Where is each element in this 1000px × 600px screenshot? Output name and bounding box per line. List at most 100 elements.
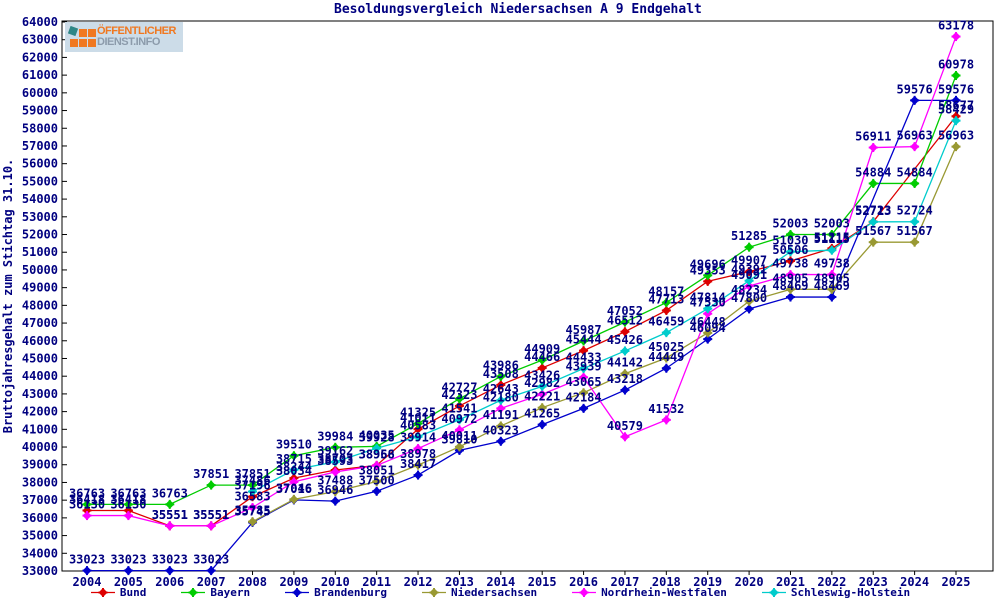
data-label-bund: 42323 xyxy=(441,388,477,402)
data-label-nordrhein-westfalen: 49738 xyxy=(772,257,808,271)
data-label-nordrhein-westfalen: 49738 xyxy=(814,257,850,271)
y-tick-label: 40000 xyxy=(22,440,58,454)
data-label-brandenburg: 43218 xyxy=(607,372,643,386)
y-tick-label: 47000 xyxy=(22,316,58,330)
data-label-nordrhein-westfalen: 39914 xyxy=(400,431,436,445)
data-label-nordrhein-westfalen: 40972 xyxy=(441,412,477,426)
data-label-bayern: 49696 xyxy=(690,257,726,271)
legend-marker-nordrhein-westfalen xyxy=(572,588,597,597)
data-label-nordrhein-westfalen: 42180 xyxy=(483,390,519,404)
data-label-niedersachsen: 51567 xyxy=(897,224,933,238)
data-label-bund: 44466 xyxy=(524,350,560,364)
data-label-bund: 36418 xyxy=(110,492,146,506)
data-label-bayern: 54884 xyxy=(855,165,891,179)
data-label-schleswig-holstein: 43426 xyxy=(524,368,560,382)
x-tick-label: 2021 xyxy=(776,575,805,589)
data-label-schleswig-holstein: 47814 xyxy=(690,291,726,305)
data-label-schleswig-holstein: 39928 xyxy=(359,430,395,444)
series-niedersachsen xyxy=(248,142,961,527)
y-tick-label: 55000 xyxy=(22,174,58,188)
data-label-schleswig-holstein: 40583 xyxy=(400,419,436,433)
y-tick-label: 33000 xyxy=(22,564,58,578)
y-tick-label: 62000 xyxy=(22,50,58,64)
data-label-bayern: 51285 xyxy=(731,229,767,243)
data-label-bayern: 37851 xyxy=(234,467,270,481)
x-tick-label: 2025 xyxy=(942,575,971,589)
data-label-schleswig-holstein: 52724 xyxy=(897,204,933,218)
data-label-bayern: 52003 xyxy=(772,216,808,230)
data-label-niedersachsen: 41191 xyxy=(483,408,519,422)
logo-text: ÖFFENTLICHER DIENST.INFO xyxy=(97,26,176,48)
plot-frame xyxy=(61,20,994,572)
data-label-niedersachsen: 35785 xyxy=(234,504,270,518)
y-tick-label: 58000 xyxy=(22,121,58,135)
data-label-schleswig-holstein: 45426 xyxy=(607,333,643,347)
x-tick-label: 2018 xyxy=(652,575,681,589)
data-label-bund: 37196 xyxy=(234,479,270,493)
legend-item-schleswig-holstein: Schleswig-Holstein xyxy=(761,586,910,599)
y-tick-label: 57000 xyxy=(22,139,58,153)
data-label-nordrhein-westfalen: 42982 xyxy=(524,376,560,390)
legend-marker-bund xyxy=(90,588,115,597)
data-label-bund: 36418 xyxy=(69,492,105,506)
data-label-niedersachsen: 40011 xyxy=(441,429,477,443)
data-label-brandenburg: 48469 xyxy=(814,279,850,293)
data-label-bund: 35551 xyxy=(193,508,229,522)
x-tick-label: 2010 xyxy=(321,575,350,589)
x-tick-label: 2023 xyxy=(859,575,888,589)
data-label-schleswig-holstein: 52713 xyxy=(855,204,891,218)
data-labels: 36418 36418 35551 35551 37196 38244 38703 38966… xyxy=(69,19,974,567)
data-label-niedersachsen: 44142 xyxy=(607,356,643,370)
data-label-schleswig-holstein: 41541 xyxy=(441,402,477,416)
legend-item-bayern: Bayern xyxy=(180,586,250,599)
data-label-brandenburg: 38417 xyxy=(400,457,436,471)
x-tick-label: 2005 xyxy=(114,575,143,589)
data-label-brandenburg: 37016 xyxy=(276,482,312,496)
data-label-brandenburg: 35745 xyxy=(234,504,270,518)
y-tick-label: 39000 xyxy=(22,458,58,472)
y-tick-label: 61000 xyxy=(22,68,58,82)
y-tick-label: 41000 xyxy=(22,422,58,436)
x-tick-label: 2017 xyxy=(610,575,639,589)
y-axis-title: Bruttojahresgehalt zum Stichtag 31.10. xyxy=(1,159,15,434)
data-label-bund: 45444 xyxy=(566,333,602,347)
legend-item-brandenburg: Brandenburg xyxy=(284,586,387,599)
data-label-brandenburg: 42184 xyxy=(566,390,602,404)
data-label-bund: 50506 xyxy=(772,243,808,257)
data-label-bund: 46512 xyxy=(607,314,643,328)
legend-label-niedersachsen: Niedersachsen xyxy=(450,586,538,599)
data-label-bund: 43508 xyxy=(483,367,519,381)
data-label-schleswig-holstein: 51030 xyxy=(772,234,808,248)
y-tick-label: 37000 xyxy=(22,493,58,507)
data-label-brandenburg: 36946 xyxy=(317,483,353,497)
data-label-bayern: 48157 xyxy=(648,285,684,299)
legend-marker-bayern xyxy=(181,588,206,597)
data-label-brandenburg: 59576 xyxy=(897,82,933,96)
data-label-schleswig-holstein: 51115 xyxy=(814,232,850,246)
x-tick-label: 2008 xyxy=(238,575,267,589)
data-label-bayern: 44909 xyxy=(524,342,560,356)
data-label-bayern: 40035 xyxy=(359,428,395,442)
y-tick-label: 42000 xyxy=(22,405,58,419)
y-tick-label: 64000 xyxy=(22,15,58,29)
y-tick-label: 49000 xyxy=(22,281,58,295)
chart-legend: Bund Bayern Brandenburg Niedersachsen Nordrh… xyxy=(0,586,1000,599)
data-label-niedersachsen: 51567 xyxy=(855,224,891,238)
data-label-schleswig-holstein: 44433 xyxy=(566,351,602,365)
data-label-nordrhein-westfalen: 36130 xyxy=(110,498,146,512)
y-tick-label: 54000 xyxy=(22,192,58,206)
legend-marker-niedersachsen xyxy=(421,588,446,597)
data-label-bayern: 37851 xyxy=(193,467,229,481)
data-label-niedersachsen: 37488 xyxy=(317,474,353,488)
x-tick-label: 2007 xyxy=(197,575,226,589)
data-label-bayern: 43986 xyxy=(483,358,519,372)
y-tick-label: 46000 xyxy=(22,334,58,348)
data-label-niedersachsen: 56963 xyxy=(938,129,974,143)
data-label-bayern: 45987 xyxy=(566,323,602,337)
data-label-nordrhein-westfalen: 38958 xyxy=(359,447,395,461)
data-label-brandenburg: 33023 xyxy=(69,553,105,567)
data-label-niedersachsen: 38051 xyxy=(359,464,395,478)
data-label-brandenburg: 46094 xyxy=(690,321,726,335)
data-label-bayern: 36763 xyxy=(152,486,188,500)
series-brandenburg xyxy=(82,95,961,576)
